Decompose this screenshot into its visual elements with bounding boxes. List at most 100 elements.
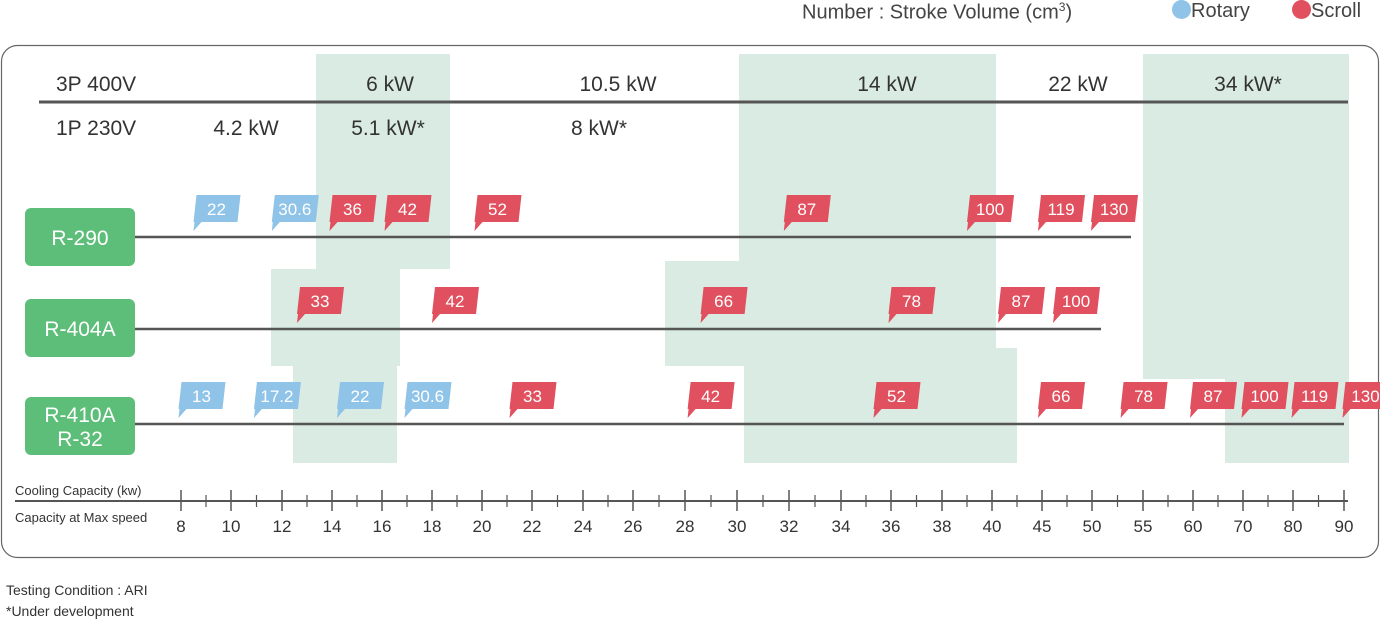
scroll-dot-icon bbox=[1292, 0, 1311, 19]
axis-ticks: 8 10 12 14 16 18 20 22 24 26 28 30 32 34 36 38 40 45 50 55 6… bbox=[176, 490, 1353, 536]
stroke-volume-value: 100 bbox=[1250, 387, 1278, 406]
compressor-tag bbox=[509, 382, 557, 418]
stroke-volume-close: ) bbox=[1065, 1, 1073, 24]
axis-tick-label: 8 bbox=[176, 517, 185, 536]
scroll-compressor-marker: 42 bbox=[384, 195, 432, 231]
refrigerant-box bbox=[25, 299, 135, 357]
stroke-volume-value: 36 bbox=[343, 200, 362, 219]
compressor-tag bbox=[1091, 195, 1138, 231]
stroke-volume-value: 42 bbox=[701, 387, 720, 406]
axis-tick-label: 70 bbox=[1234, 517, 1253, 536]
axis-tick-label: 24 bbox=[574, 517, 593, 536]
legend-rotary: Rotary bbox=[1172, 0, 1250, 23]
power-3p-6kw: 6 kW bbox=[366, 73, 414, 96]
axis-tick-label: 30 bbox=[728, 517, 747, 536]
rotary-compressor-marker: 22 bbox=[337, 382, 384, 418]
scroll-compressor-marker: 36 bbox=[329, 195, 377, 231]
stroke-volume-value: 119 bbox=[1301, 387, 1328, 406]
scroll-compressor-marker: 100 bbox=[1053, 287, 1100, 323]
stroke-volume-value: 66 bbox=[1052, 387, 1071, 406]
stroke-volume-value: 30.6 bbox=[411, 387, 444, 406]
compressor-tag bbox=[1241, 382, 1289, 418]
compressor-tag bbox=[783, 195, 831, 231]
stroke-volume-value: 130 bbox=[1100, 200, 1128, 219]
stroke-volume-value: 87 bbox=[797, 200, 816, 219]
power-3p-10-5kw: 10.5 kW bbox=[579, 73, 656, 96]
refrigerant-box bbox=[25, 208, 135, 266]
refrigerant-row: R-290 22 30.6 36 42 52 87 100 119 130 bbox=[25, 195, 1138, 266]
compressor-tag bbox=[253, 382, 301, 418]
compressor-tag bbox=[1053, 287, 1100, 323]
axis-tick-label: 90 bbox=[1335, 517, 1354, 536]
stroke-volume-value: 130 bbox=[1351, 387, 1379, 406]
stroke-volume-value: 13 bbox=[192, 387, 211, 406]
axis-tick-label: 12 bbox=[273, 517, 292, 536]
compressor-tag bbox=[967, 195, 1014, 231]
scroll-compressor-marker: 87 bbox=[783, 195, 831, 231]
axis-tick-label: 34 bbox=[832, 517, 851, 536]
scroll-compressor-marker: 87 bbox=[1190, 382, 1237, 418]
axis-tick-label: 32 bbox=[780, 517, 799, 536]
rotary-compressor-marker: 30.6 bbox=[271, 195, 319, 231]
compressor-tag bbox=[404, 382, 452, 418]
scroll-compressor-marker: 66 bbox=[700, 287, 748, 323]
band-6kw bbox=[316, 54, 450, 269]
legend-scroll-label: Scroll bbox=[1311, 0, 1362, 22]
power-1p-8kw: 8 kW* bbox=[571, 117, 627, 140]
power-3p-label: 3P 400V bbox=[56, 73, 136, 96]
axis-tick-label: 26 bbox=[624, 517, 643, 536]
power-1p-5-1kw: 5.1 kW* bbox=[351, 117, 425, 140]
compressor-tag bbox=[1038, 382, 1085, 418]
stroke-volume-value: 17.2 bbox=[260, 387, 293, 406]
scroll-compressor-marker: 100 bbox=[1241, 382, 1289, 418]
stroke-volume-value: 22 bbox=[207, 200, 226, 219]
stroke-volume-value: 33 bbox=[311, 292, 330, 311]
axis-tick-label: 55 bbox=[1134, 517, 1153, 536]
rotary-compressor-marker: 22 bbox=[193, 195, 241, 231]
compressor-tag bbox=[700, 287, 748, 323]
scroll-compressor-marker: 33 bbox=[297, 287, 344, 323]
band-34kw bbox=[1143, 54, 1349, 379]
axis-tick-label: 28 bbox=[676, 517, 695, 536]
compressor-tag bbox=[998, 287, 1045, 323]
axis-tick-label: 18 bbox=[423, 517, 442, 536]
scroll-compressor-marker: 119 bbox=[1291, 382, 1339, 418]
compressor-tag bbox=[329, 195, 377, 231]
compressor-tag bbox=[178, 382, 226, 418]
refrigerant-name: R-410A bbox=[44, 404, 115, 427]
stroke-volume-value: 78 bbox=[1134, 387, 1153, 406]
axis-tick-label: 16 bbox=[373, 517, 392, 536]
axis-tick-label: 45 bbox=[1033, 517, 1052, 536]
axis-label-max-speed: Capacity at Max speed bbox=[15, 510, 147, 525]
scroll-compressor-marker: 87 bbox=[998, 287, 1045, 323]
compressor-tag bbox=[1291, 382, 1339, 418]
axis-tick-label: 40 bbox=[983, 517, 1002, 536]
band-r404a-low bbox=[271, 269, 400, 366]
stroke-volume-value: 52 bbox=[488, 200, 507, 219]
stroke-volume-label: Number : Stroke Volume (cm bbox=[802, 1, 1059, 24]
power-3p-34kw: 34 kW* bbox=[1214, 73, 1282, 96]
compressor-tag bbox=[271, 195, 319, 231]
stroke-volume-value: 66 bbox=[714, 292, 733, 311]
axis-tick-label: 20 bbox=[473, 517, 492, 536]
band-r410a-low bbox=[293, 366, 397, 463]
scroll-compressor-marker: 33 bbox=[509, 382, 557, 418]
axis-tick-label: 38 bbox=[933, 517, 952, 536]
scroll-compressor-marker: 100 bbox=[967, 195, 1014, 231]
refrigerant-name: R-290 bbox=[51, 227, 108, 250]
legend-rotary-label: Rotary bbox=[1191, 0, 1250, 22]
stroke-volume-value: 78 bbox=[902, 292, 921, 311]
refrigerant-row: R-404A 33 42 66 78 87 100 bbox=[25, 287, 1101, 357]
compressor-tag bbox=[432, 287, 479, 323]
stroke-volume-value: 87 bbox=[1204, 387, 1223, 406]
scroll-compressor-marker: 130 bbox=[1091, 195, 1138, 231]
scroll-compressor-marker: 66 bbox=[1038, 382, 1085, 418]
axis-tick-label: 36 bbox=[882, 517, 901, 536]
compressor-lineup-diagram: 3P 400V 6 kW 10.5 kW 14 kW 22 kW 34 kW* … bbox=[0, 44, 1380, 559]
axis-tick-label: 80 bbox=[1284, 517, 1303, 536]
scroll-compressor-marker: 78 bbox=[1120, 382, 1168, 418]
under-development-note: *Under development bbox=[6, 603, 134, 619]
power-3p-22kw: 22 kW bbox=[1048, 73, 1108, 96]
stroke-volume-value: 87 bbox=[1012, 292, 1031, 311]
rotary-compressor-marker: 17.2 bbox=[253, 382, 301, 418]
